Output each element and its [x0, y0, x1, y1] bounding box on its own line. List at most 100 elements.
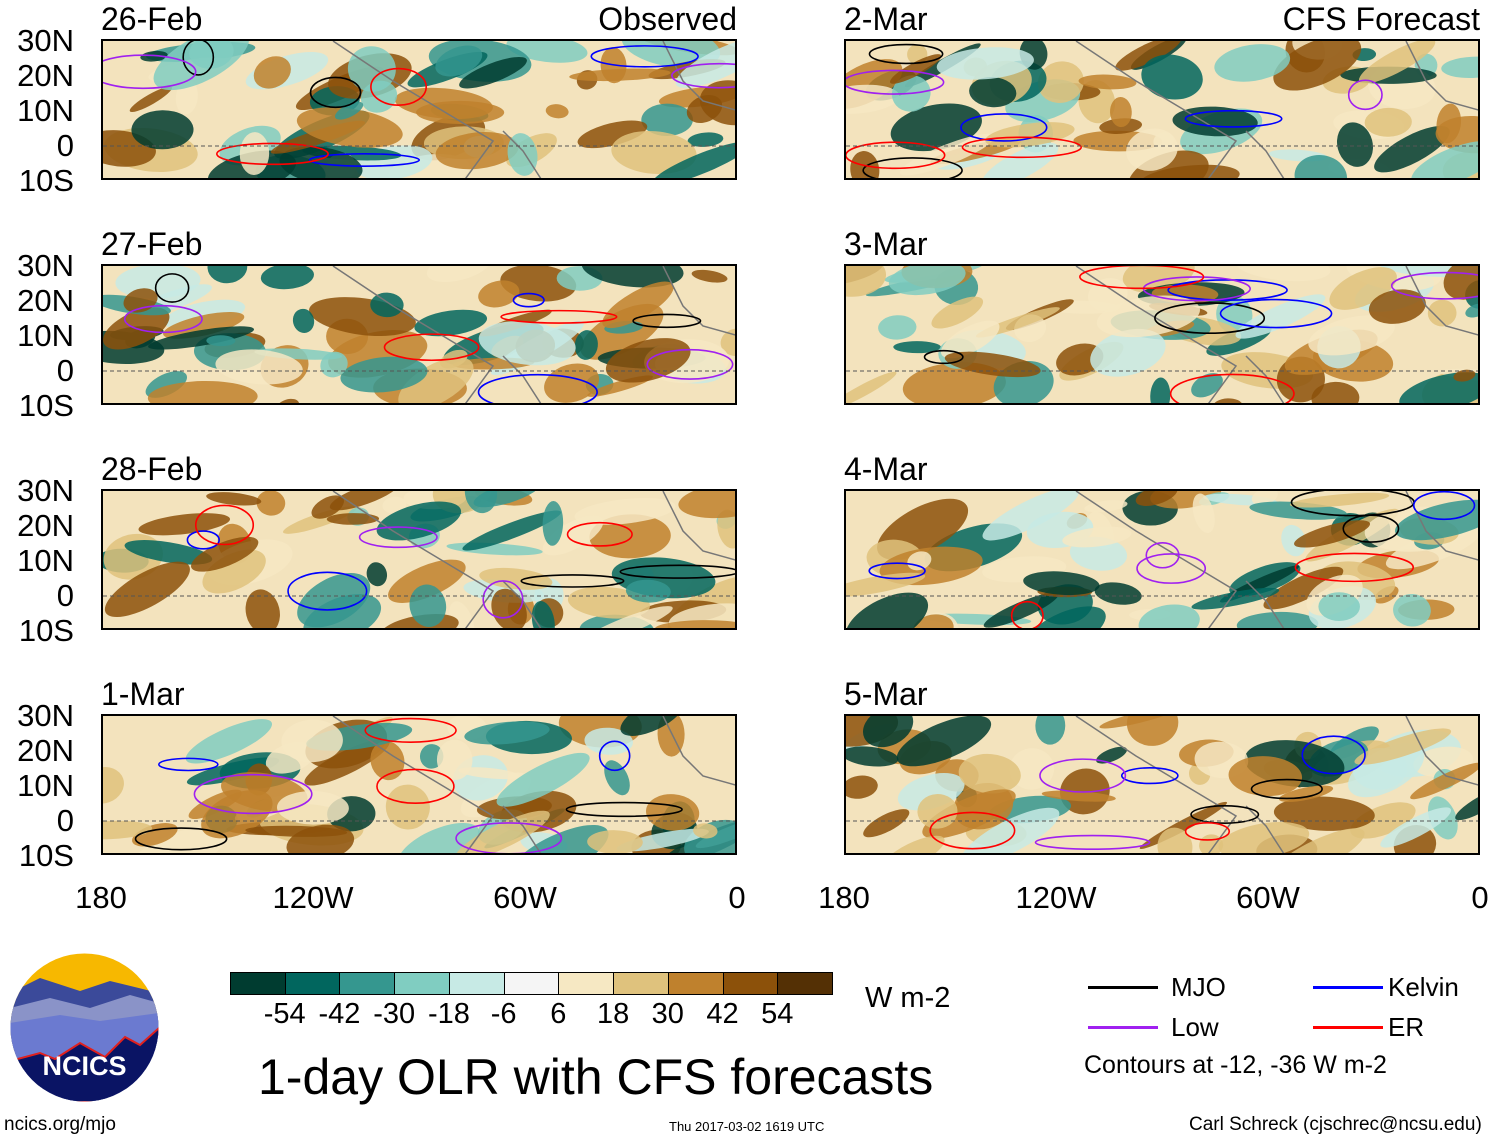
olr-anomaly-blob — [256, 491, 286, 516]
olr-anomaly-blob — [982, 142, 1059, 178]
olr-anomaly-blob — [531, 601, 555, 628]
colorbar-swatch — [722, 972, 779, 995]
map-panel — [844, 39, 1480, 180]
coastline — [332, 266, 735, 403]
contour-mjo — [182, 41, 215, 76]
olr-anomaly-blob — [260, 266, 314, 290]
x-tick-label: 180 — [818, 880, 870, 915]
colorbar-level-label: 54 — [761, 998, 794, 1030]
contour-er — [370, 67, 428, 107]
olr-anomaly-blob — [1380, 807, 1452, 848]
contour-kelvin — [1219, 298, 1333, 329]
y-tick-label: 20N — [17, 58, 74, 93]
panel-title: 3-Mar — [844, 226, 928, 262]
olr-anomaly-blob — [584, 727, 633, 755]
contour-kelvin — [1412, 491, 1476, 521]
contour-kelvin — [960, 113, 1048, 142]
map-panel — [844, 714, 1480, 855]
olr-anomaly-blob — [1090, 328, 1166, 377]
olr-anomaly-blob — [1465, 303, 1478, 318]
olr-anomaly-blob — [678, 491, 735, 519]
olr-anomaly-blob — [1443, 266, 1478, 300]
coastline — [1075, 716, 1478, 853]
site-url[interactable]: ncics.org/mjo — [4, 1114, 116, 1135]
contour-low — [103, 54, 197, 90]
contour-er — [1294, 552, 1415, 583]
colorbar-level-label: 30 — [651, 998, 684, 1030]
olr-anomaly-blob — [846, 775, 878, 799]
map-panel — [844, 489, 1480, 630]
olr-anomaly-blob — [462, 510, 561, 551]
contour-mjo — [154, 273, 190, 303]
olr-anomaly-blob — [604, 760, 630, 796]
map-panel — [101, 39, 737, 180]
olr-anomaly-blob — [890, 103, 982, 152]
olr-anomaly-blob — [625, 579, 671, 603]
olr-anomaly-blob — [1364, 107, 1412, 137]
contour-kelvin — [590, 45, 699, 68]
olr-anomaly-blob — [687, 132, 724, 147]
olr-anomaly-blob — [1009, 748, 1055, 790]
contour-mjo — [1190, 804, 1260, 824]
olr-anomaly-blob — [185, 719, 273, 764]
olr-anomaly-blob — [893, 341, 941, 354]
olr-anomaly-blob — [581, 606, 673, 628]
contour-mjo — [632, 313, 702, 329]
olr-anomaly-blob — [1263, 566, 1344, 610]
olr-anomaly-blob — [1135, 491, 1178, 506]
olr-anomaly-blob — [1192, 493, 1215, 533]
olr-anomaly-blob — [1294, 520, 1371, 548]
olr-anomaly-blob — [491, 588, 527, 628]
contour-low — [846, 69, 945, 95]
y-tick-label: 0 — [56, 128, 74, 163]
olr-anomaly-blob — [1329, 267, 1397, 310]
olr-anomaly-blob — [1348, 743, 1425, 798]
olr-anomaly-blob — [335, 101, 364, 120]
olr-anomaly-blob — [478, 280, 520, 308]
colorbar-swatch — [394, 972, 450, 995]
olr-anomaly-blob — [1273, 796, 1375, 831]
olr-anomaly-blob — [153, 41, 250, 91]
olr-anomaly-blob — [1393, 593, 1431, 627]
olr-anomaly-blob — [846, 371, 897, 403]
y-tick-label: 30N — [17, 248, 74, 283]
contour-mjo — [1250, 778, 1323, 800]
contour-low — [1034, 834, 1151, 850]
contour-mjo — [862, 157, 963, 178]
contour-mjo — [1342, 514, 1400, 543]
olr-anomaly-blob — [1410, 762, 1478, 800]
olr-anomaly-blob — [654, 620, 735, 628]
olr-anomaly-blob — [574, 330, 598, 360]
olr-anomaly-blob — [1035, 716, 1066, 745]
olr-anomaly-blob — [303, 593, 382, 628]
contour-er — [961, 136, 1082, 159]
olr-anomaly-blob — [1191, 587, 1280, 610]
olr-anomaly-blob — [931, 296, 984, 329]
olr-anomaly-blob — [1041, 790, 1116, 802]
colorbar-swatch — [667, 972, 724, 995]
y-tick-label: 30N — [17, 473, 74, 508]
olr-anomaly-blob — [370, 741, 405, 781]
olr-anomaly-blob — [620, 716, 684, 736]
contour-er — [1010, 600, 1044, 628]
olr-anomaly-blob — [1294, 155, 1348, 178]
colorbar-swatch — [284, 972, 341, 995]
contour-mjo — [619, 564, 735, 579]
olr-anomaly-blob — [699, 80, 735, 126]
contour-mjo — [1154, 302, 1266, 335]
contour-er — [383, 333, 480, 362]
olr-anomaly-blob — [1455, 788, 1478, 821]
x-tick-label: 120W — [272, 880, 354, 915]
olr-anomaly-blob — [1126, 128, 1178, 171]
olr-anomaly-blob — [958, 753, 1021, 794]
olr-anomaly-blob — [862, 716, 914, 748]
contour-low — [646, 348, 734, 380]
olr-anomaly-blob — [1308, 315, 1395, 356]
olr-anomaly-blob — [589, 514, 671, 559]
olr-anomaly-blob — [131, 110, 194, 150]
contour-er — [566, 521, 633, 547]
legend-line-mjo — [1088, 986, 1158, 989]
colorbar-swatch — [339, 972, 396, 995]
olr-anomaly-blob — [1126, 716, 1179, 746]
olr-anomaly-blob — [846, 84, 900, 114]
